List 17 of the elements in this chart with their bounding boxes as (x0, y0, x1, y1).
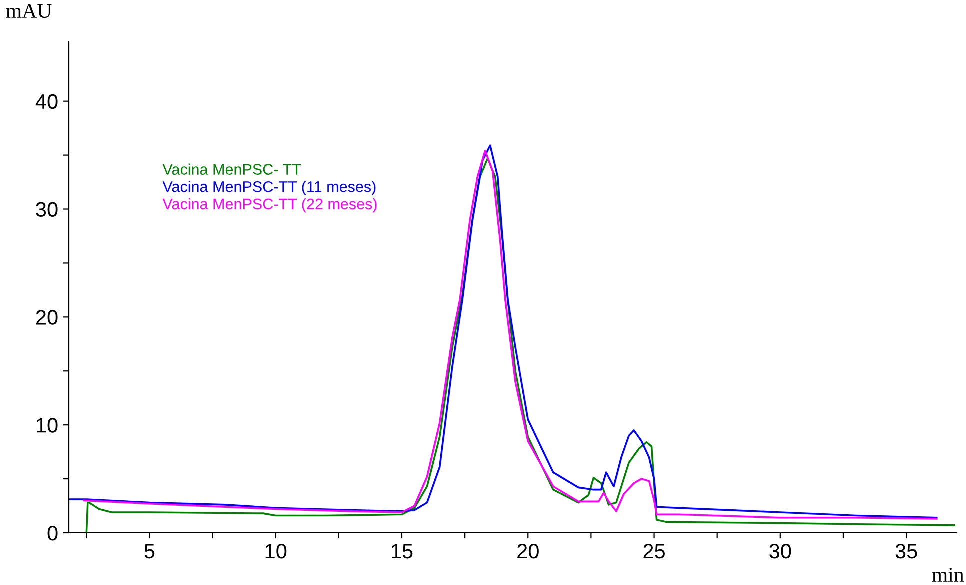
x-tick-label: 30 (770, 544, 792, 559)
x-tick-label: 25 (644, 544, 665, 559)
text: Vacina MenPSC-TT (22 meses) (162, 198, 377, 213)
x-tick-label: 20 (518, 544, 539, 559)
y-tick-label: 30 (36, 202, 58, 218)
text: Vacina MenPSC- TT (162, 164, 302, 175)
x-tick-label: 15 (392, 544, 413, 559)
y-tick-label: 20 (36, 310, 58, 325)
y-tick-label: 0 (48, 526, 58, 541)
x-tick-label: 5 (144, 544, 155, 559)
y-tick-label: 10 (37, 418, 58, 433)
x-tick-label: 10 (266, 544, 287, 559)
y-tick-label: 40 (36, 94, 58, 110)
x-tick-label: 35 (896, 544, 918, 559)
y-axis-title: mAU (6, 4, 52, 18)
x-axis-title: min (932, 568, 964, 582)
text: Vacina MenPSC-TT (11 meses) (162, 181, 376, 196)
